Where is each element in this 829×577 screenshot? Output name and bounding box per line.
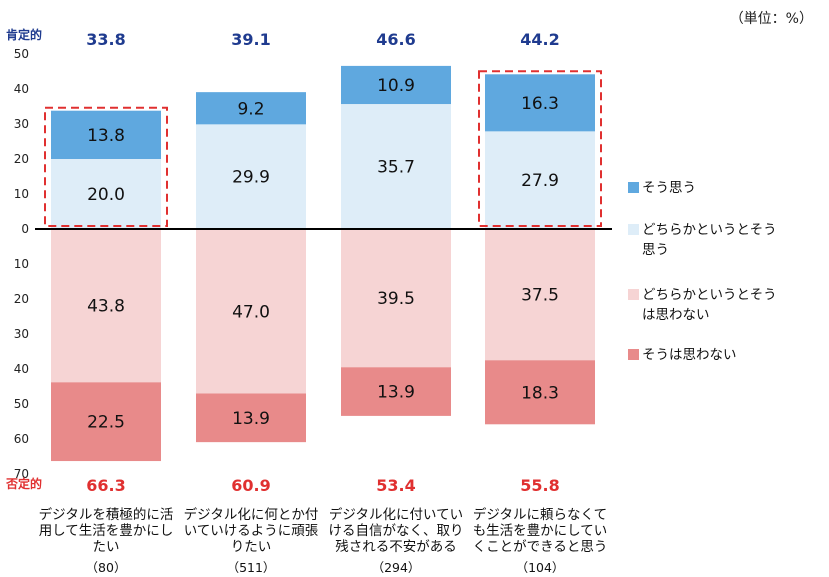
positive-total: 33.8 bbox=[86, 30, 125, 49]
negative-total: 60.9 bbox=[231, 476, 270, 495]
legend-swatch bbox=[628, 349, 639, 360]
sample-size: （294） bbox=[371, 560, 421, 575]
legend-label: どちらかというとそう は思わない bbox=[642, 287, 777, 323]
legend-swatch bbox=[628, 289, 639, 300]
highlight-box bbox=[478, 70, 602, 227]
legend-label: そう思う bbox=[642, 180, 696, 196]
bar-segment bbox=[485, 131, 595, 229]
sample-size: （104） bbox=[515, 560, 565, 575]
bar-value-label: 27.9 bbox=[521, 171, 559, 191]
bar-value-label: 13.9 bbox=[377, 383, 415, 403]
bar-value-label: 37.5 bbox=[521, 286, 559, 306]
bar-segment bbox=[51, 229, 161, 383]
legend-item: どちらかというとそう 思う bbox=[628, 220, 828, 260]
bar-value-label: 29.9 bbox=[232, 168, 270, 188]
y-tick-label: 50 bbox=[14, 397, 29, 411]
category-label: デジタル化に付いてい ける自信がなく、取り 残される不安がある bbox=[328, 507, 464, 555]
y-tick-label: 20 bbox=[14, 152, 29, 166]
bar-value-label: 39.5 bbox=[377, 289, 415, 309]
bar-segment bbox=[341, 65, 451, 105]
bar-value-label: 9.2 bbox=[237, 99, 264, 119]
y-tick-label: 50 bbox=[14, 47, 29, 61]
bar-segment bbox=[341, 104, 451, 229]
bar-segment bbox=[196, 92, 306, 125]
y-tick-label: 10 bbox=[14, 187, 29, 201]
bar-segment bbox=[485, 360, 595, 425]
y-tick-label: 60 bbox=[14, 432, 29, 446]
y-tick-label: 20 bbox=[14, 292, 29, 306]
bar-segment bbox=[341, 367, 451, 416]
bar-value-label: 10.9 bbox=[377, 76, 415, 96]
legend-label: どちらかというとそう 思う bbox=[642, 222, 777, 258]
sample-size: （511） bbox=[226, 560, 276, 575]
bar-segment bbox=[51, 382, 161, 462]
bar-segment bbox=[196, 229, 306, 394]
y-tick-label: 10 bbox=[14, 257, 29, 271]
bar-value-label: 20.0 bbox=[87, 185, 125, 205]
bar-value-label: 47.0 bbox=[232, 302, 270, 322]
negative-label: 否定的 bbox=[5, 476, 42, 491]
y-tick-label: 40 bbox=[14, 82, 29, 96]
bar-segment bbox=[51, 110, 161, 159]
highlight-box bbox=[44, 106, 168, 227]
bar-value-label: 18.3 bbox=[521, 383, 559, 403]
negative-total: 53.4 bbox=[376, 476, 415, 495]
bar-segment bbox=[196, 393, 306, 443]
bar-segment bbox=[51, 159, 161, 229]
bar-value-label: 43.8 bbox=[87, 297, 125, 317]
category-label: デジタルに頼らなくて も生活を豊かにしてい くことができると思う bbox=[472, 507, 608, 555]
legend-item: どちらかというとそう は思わない bbox=[628, 285, 828, 325]
bar-value-label: 16.3 bbox=[521, 94, 559, 114]
y-tick-label: 0 bbox=[21, 222, 29, 236]
bar-segment bbox=[485, 229, 595, 361]
category-label: デジタル化に何とか付 いていけるように頑張 りたい bbox=[183, 507, 319, 555]
legend-swatch bbox=[628, 224, 639, 235]
y-tick-label: 30 bbox=[14, 327, 29, 341]
y-tick-label: 40 bbox=[14, 362, 29, 376]
legend-swatch bbox=[628, 182, 639, 193]
bar-value-label: 13.9 bbox=[232, 409, 270, 429]
bar-value-label: 22.5 bbox=[87, 413, 125, 433]
bar-value-label: 13.8 bbox=[87, 126, 125, 146]
positive-total: 46.6 bbox=[376, 30, 415, 49]
legend-label: そうは思わない bbox=[642, 347, 737, 363]
bar-value-label: 35.7 bbox=[377, 158, 415, 178]
positive-total: 44.2 bbox=[520, 30, 559, 49]
y-tick-label: 70 bbox=[14, 467, 29, 481]
positive-label: 肯定的 bbox=[6, 27, 42, 42]
unit-note: （単位：%） bbox=[729, 11, 813, 27]
negative-total: 55.8 bbox=[520, 476, 559, 495]
bar-segment bbox=[341, 229, 451, 368]
bar-segment bbox=[485, 74, 595, 132]
legend-item: そう思う bbox=[628, 178, 828, 198]
bar-segment bbox=[196, 124, 306, 229]
sample-size: （80） bbox=[85, 560, 127, 575]
y-tick-label: 30 bbox=[14, 117, 29, 131]
legend-item: そうは思わない bbox=[628, 345, 828, 365]
category-label: デジタルを積極的に活 用して生活を豊かにし たい bbox=[38, 507, 174, 555]
positive-total: 39.1 bbox=[231, 30, 270, 49]
negative-total: 66.3 bbox=[86, 476, 125, 495]
